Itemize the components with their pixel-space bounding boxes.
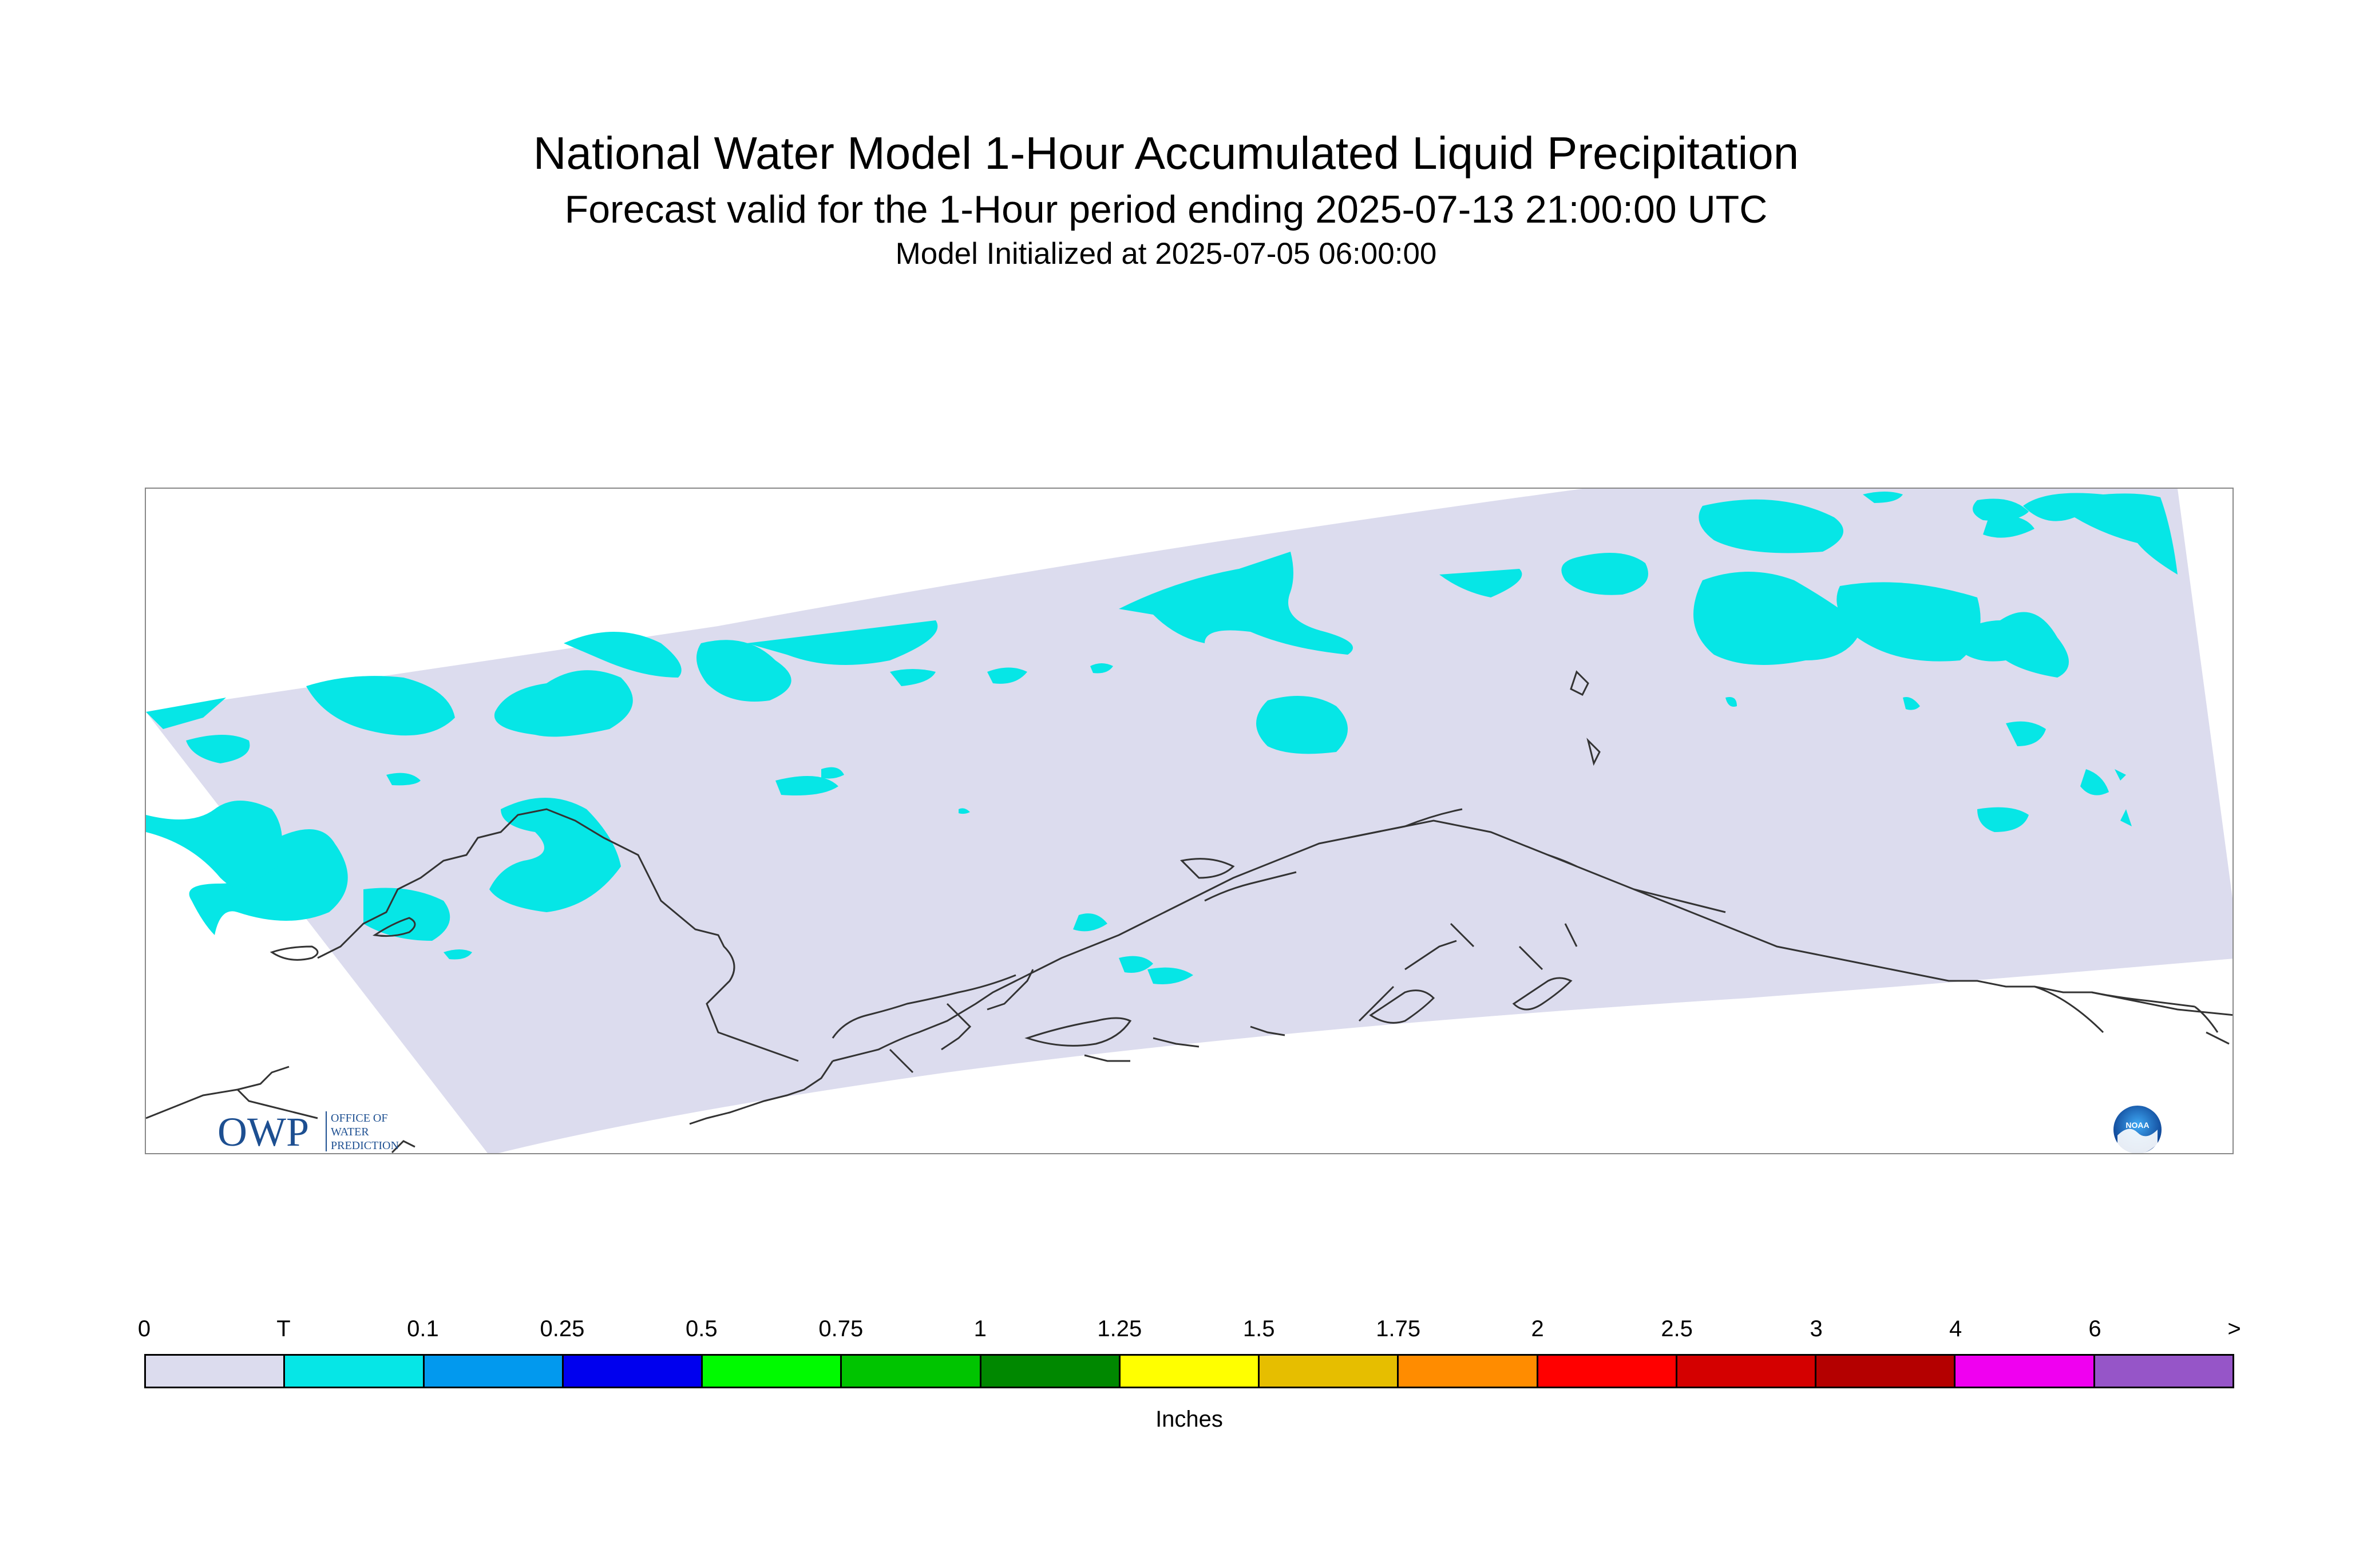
color-legend: 0 T 0.1 0.25 0.5 0.75 1 1.25 1.5 1.75 2 2.5 3 4 6 > Inc… <box>138 1310 2241 1459</box>
legend-tick-label: 1 <box>973 1316 987 1341</box>
legend-tick-label: 6 <box>2088 1316 2101 1341</box>
map-subtitle: Forecast valid for the 1-Hour period end… <box>564 188 1768 231</box>
legend-tick-label: 1.25 <box>1097 1316 1142 1341</box>
legend-swatch <box>1677 1356 1817 1387</box>
legend-tick-label: 3 <box>1810 1316 1823 1341</box>
map-title: National Water Model 1-Hour Accumulated … <box>533 128 1799 179</box>
legend-swatch <box>1956 1356 2095 1387</box>
owp-logo-line-2: WATER <box>331 1126 369 1138</box>
legend-swatch <box>842 1356 981 1387</box>
owp-logo-letters: OWP <box>217 1109 309 1154</box>
model-init-text: Model Initialized at 2025-07-05 06:00:00 <box>895 237 1437 271</box>
owp-logo-line-1: OFFICE OF <box>331 1112 387 1124</box>
legend-swatch <box>2095 1356 2232 1387</box>
owp-logo-line-3: PREDICTION <box>331 1139 399 1152</box>
owp-logo: OWP OFFICE OF WATER PREDICTION <box>217 1106 423 1154</box>
legend-swatch <box>1120 1356 1260 1387</box>
map-canvas <box>146 489 2232 1153</box>
legend-unit-label: Inches <box>1155 1407 1223 1432</box>
legend-swatch <box>563 1356 703 1387</box>
legend-tick-label: 1.5 <box>1242 1316 1275 1341</box>
legend-swatch <box>703 1356 842 1387</box>
legend-swatch <box>1399 1356 1538 1387</box>
legend-tick-label: 0.5 <box>686 1316 718 1341</box>
legend-tick-label: 0.75 <box>818 1316 864 1341</box>
legend-swatch <box>1816 1356 1956 1387</box>
legend-swatch <box>1260 1356 1399 1387</box>
legend-tick-label: 0.25 <box>540 1316 585 1341</box>
legend-tick-label: 4 <box>1949 1316 1962 1341</box>
legend-tick-label: 2 <box>1531 1316 1544 1341</box>
legend-swatch <box>424 1356 564 1387</box>
legend-tick-label: 1.75 <box>1376 1316 1421 1341</box>
legend-tick-labels: 0 T 0.1 0.25 0.5 0.75 1 1.25 1.5 1.75 2 2.5 3 4 6 > <box>138 1310 2241 1345</box>
legend-swatch <box>981 1356 1121 1387</box>
legend-tick-label: > <box>2227 1316 2241 1341</box>
legend-swatch <box>285 1356 425 1387</box>
legend-color-bar <box>144 1354 2234 1388</box>
legend-swatch <box>146 1356 286 1387</box>
precip-areas <box>146 492 2178 984</box>
noaa-logo-text: NOAA <box>2125 1120 2149 1130</box>
precipitation-map: OWP OFFICE OF WATER PREDICTION NOAA <box>145 488 2234 1154</box>
legend-tick-label: 0 <box>137 1316 151 1341</box>
noaa-logo: NOAA <box>2112 1104 2163 1153</box>
legend-tick-label: T <box>276 1316 291 1341</box>
coastlines <box>146 670 2232 1153</box>
legend-tick-label: 2.5 <box>1661 1316 1693 1341</box>
legend-swatch <box>1538 1356 1677 1387</box>
legend-tick-label: 0.1 <box>407 1316 439 1341</box>
